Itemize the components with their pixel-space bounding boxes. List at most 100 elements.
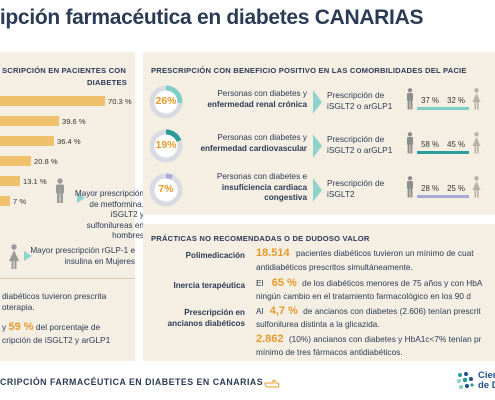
comorbid-desc-normal: Personas con diabetes e: [216, 172, 307, 181]
comorbid-desc-normal: Personas con diabetes y: [217, 133, 307, 142]
donut-chart: [149, 129, 183, 163]
man-prescription-text: Mayor prescripción de metformina, iSGLT2…: [74, 189, 144, 240]
footer-text: CRIPCIÓN FARMACÉUTICA EN DIABETES EN CAN…: [0, 377, 264, 387]
woman-icon: [472, 176, 481, 203]
prescription-bar-chart: 70.3 % 39.6 % 36.4 % 20.8 % 13.1 % 7 %: [0, 96, 135, 216]
comorbid-desc-bold: enfermedad renal crónica: [207, 99, 307, 109]
comorbid-description: Personas con diabetes y enfermedad cardio…: [187, 133, 308, 154]
comorbid-desc-bold: insuficiencia cardiaca: [221, 182, 307, 192]
practices-panel: PRÁCTICAS NO RECOMENDADAS O DE DUDOSO VA…: [143, 224, 495, 361]
donut-chart: [149, 173, 183, 207]
practice-row-3-prefix: Al: [256, 306, 264, 316]
female-underline: [443, 195, 469, 198]
practice-label-ancianos-2: ancianos diabéticos: [167, 319, 245, 328]
comorbid-panel: PRESCRIPCIÓN CON BENEFICIO POSITIVO EN L…: [143, 52, 495, 215]
practice-row-2-line-2: ningún cambio en el tratamiento farmacol…: [256, 291, 471, 301]
man-icon: [54, 178, 66, 204]
practice-row-3-line-2: sulfonilurea distinta a la glicazida.: [256, 319, 380, 329]
practice-label-ancianos-1: Prescripción en: [184, 308, 245, 317]
practice-row-3-big: 4,7 %: [269, 305, 298, 317]
left-panel-heading-2: DIABETES: [87, 78, 127, 87]
man-icon: [406, 132, 414, 159]
left-panel: SCRIPCIÓN EN PACIENTES CON DIABETES 70.3…: [0, 52, 144, 361]
male-underline: [417, 151, 443, 154]
man-icon: [406, 88, 414, 115]
practice-row-4-big: 2.862: [256, 333, 284, 345]
prescription-bar-label: 13.1 %: [23, 177, 47, 186]
practice-row-2-big: 65 %: [271, 277, 297, 289]
comorbid-desc-bold-2: congestiva: [264, 193, 307, 202]
comorbid-row: 7% Personas con diabetes e insuficiencia c…: [143, 170, 495, 210]
donut-arc: [149, 129, 183, 163]
comorbid-presc-line-2: iSGLT2: [327, 188, 355, 199]
practice-label-inercia: Inercia terapéutica: [173, 281, 245, 290]
page-title: ripción farmacéutica en diabetes CANARIA…: [0, 6, 424, 29]
male-percentage: 28 %: [421, 184, 439, 193]
prescription-bar: [0, 196, 10, 206]
prescription-bar: [0, 156, 31, 166]
arrow-icon-2: [24, 248, 32, 261]
practices-heading: PRÁCTICAS NO RECOMENDADAS O DE DUDOSO VA…: [151, 234, 370, 243]
comorbid-prescription: Prescripción de iSGLT2: [327, 178, 384, 199]
comorbid-desc-bold: enfermedad cardiovascular: [200, 143, 308, 153]
prescription-bar-label: 36.4 %: [57, 137, 81, 146]
donut-value: 26%: [155, 95, 177, 107]
woman-icon: [472, 88, 481, 115]
male-percentage: 58 %: [421, 140, 439, 149]
practice-row-4-line-1: 2.862 (10%) ancianos con diabetes y HbA1…: [256, 334, 481, 345]
chevron-shape: [313, 90, 322, 114]
female-underline: [443, 151, 469, 154]
donut-arc: [149, 173, 183, 207]
prescription-bar-label: 7 %: [13, 197, 27, 206]
prescription-bar-label: 70.3 %: [108, 97, 132, 106]
left-panel-heading: SCRIPCIÓN EN PACIENTES CON: [2, 66, 127, 75]
comorbid-prescription: Prescripción de iSGLT2 o arGLP1: [327, 90, 392, 111]
prescription-bar: [0, 136, 54, 146]
comorbid-row: 19% Personas con diabetes y enfermedad car…: [143, 126, 495, 166]
woman-icon: [472, 132, 481, 159]
prescription-bar: [0, 176, 20, 186]
hand-pointer-icon[interactable]: [264, 375, 280, 388]
comorbid-description: Personas con diabetes y enfermedad renal …: [187, 89, 307, 110]
note-line-1: diabéticos tuvieron prescrita: [2, 291, 107, 301]
practice-row-2-prefix: El: [256, 278, 264, 288]
practice-row-1-line-2: antidiabéticos prescritos simultáneament…: [256, 262, 413, 272]
male-percentage: 37 %: [421, 96, 439, 105]
male-underline: [417, 107, 443, 110]
note2-pct: 59 %: [8, 321, 34, 333]
comorbid-prescription: Prescripción de iSGLT2 o arGLP1: [327, 134, 392, 155]
practice-row-4-text: (10%) ancianos con diabetes y HbA1c<7% t…: [288, 334, 482, 344]
note2-y: y: [2, 322, 7, 332]
man-icon: [406, 176, 414, 203]
chevron-shape: [313, 134, 322, 158]
practice-row-3-line-1: Al 4,7 % de ancianos con diabetes (2.606…: [256, 306, 481, 317]
prescription-bar-label: 20.8 %: [34, 157, 58, 166]
woman-prescription-text: Mayor prescripción rGLP-1 e insulina en …: [30, 246, 135, 266]
divider: [0, 278, 135, 279]
female-underline: [443, 107, 469, 110]
brand-line-1: Cien: [478, 370, 495, 381]
practice-row-1-big: 18.514: [256, 247, 290, 259]
female-percentage: 32 %: [447, 96, 465, 105]
chevron-shape: [313, 178, 322, 202]
practice-row-4-line-2: mínimo de tres fármacos antidiabéticos.: [256, 347, 403, 357]
prescription-bar-label: 39.6 %: [62, 117, 86, 126]
practice-row-2-line-1: El 65 % de los diabéticos menores de 75 …: [256, 278, 482, 289]
practice-row-1-text: pacientes diabéticos tuvieron un mínimo …: [295, 248, 474, 258]
brand-line-2: de D: [478, 380, 495, 391]
practice-row-1-line-1: 18.514 pacientes diabéticos tuvieron un …: [256, 248, 474, 259]
comorbid-description: Personas con diabetes e insuficiencia car…: [187, 172, 307, 204]
note2-line-1: y 59 % del porcentaje de: [2, 322, 100, 333]
practice-row-2-text: de los diabéticos menores de 75 años y c…: [302, 278, 483, 288]
practice-row-3-text: de ancianos con diabetes (2.606) tenían …: [303, 306, 481, 316]
comorbid-presc-line-2: iSGLT2 o arGLP1: [327, 144, 393, 155]
donut-chart: [149, 85, 183, 119]
comorbid-desc-normal: Personas con diabetes y: [217, 89, 307, 98]
woman-icon: [8, 244, 20, 270]
comorbid-presc-line-1: Prescripción de: [327, 178, 385, 188]
brand-name: Cien de D: [478, 371, 495, 391]
brand-logo-icon: [455, 370, 477, 392]
prescription-bar: [0, 96, 105, 106]
chevron-right-icon: [313, 134, 322, 158]
note2-line-2: cripción de iSGLT2 y arGLP1: [2, 335, 111, 345]
